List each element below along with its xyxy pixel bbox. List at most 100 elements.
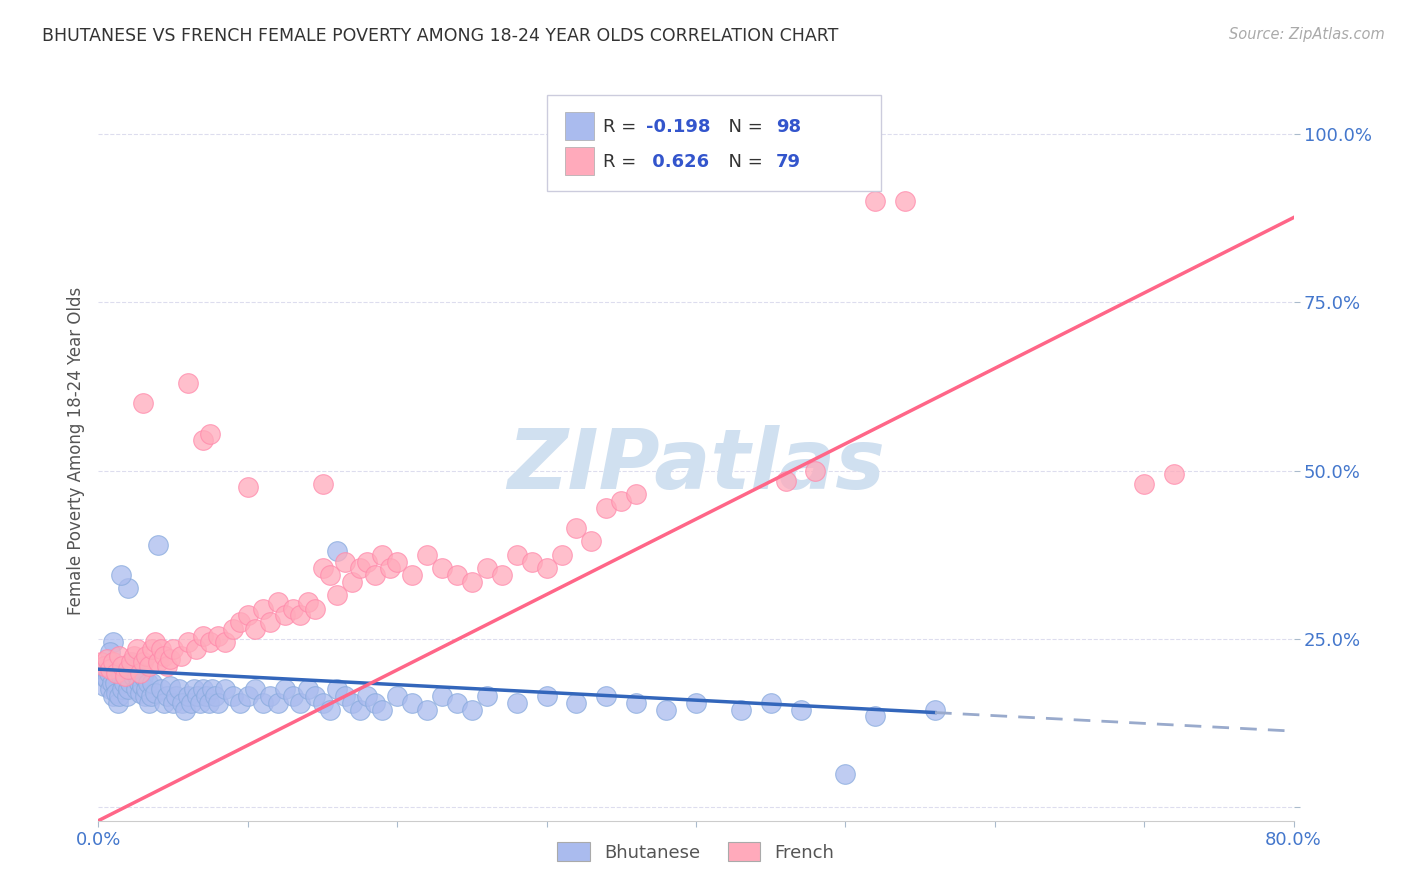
Point xyxy=(385,689,409,703)
Point xyxy=(148,656,170,670)
Point xyxy=(319,568,342,582)
Point xyxy=(371,703,394,717)
Point xyxy=(288,696,311,710)
Point xyxy=(326,588,349,602)
Point xyxy=(111,682,134,697)
Point xyxy=(475,561,498,575)
Point xyxy=(259,615,281,629)
Point xyxy=(139,689,162,703)
Point xyxy=(134,689,156,703)
Point xyxy=(103,689,125,703)
Point xyxy=(311,477,333,491)
Point xyxy=(371,548,394,562)
Point xyxy=(349,561,371,575)
Point xyxy=(132,396,155,410)
Point xyxy=(229,696,252,710)
Point xyxy=(333,554,356,569)
Point xyxy=(222,689,245,703)
Point xyxy=(91,669,114,683)
Point xyxy=(626,696,648,710)
Point xyxy=(96,673,118,687)
Point xyxy=(114,665,136,680)
Point xyxy=(536,561,558,575)
Point xyxy=(162,696,184,710)
Point xyxy=(200,635,222,649)
Point xyxy=(356,689,378,703)
Point xyxy=(894,194,917,209)
Point xyxy=(550,548,572,562)
Point xyxy=(378,561,401,575)
Point xyxy=(198,696,221,710)
Point xyxy=(107,696,129,710)
Point xyxy=(156,689,179,703)
Point xyxy=(685,696,707,710)
Point xyxy=(349,703,371,717)
Point xyxy=(311,561,333,575)
Point xyxy=(236,689,259,703)
Point xyxy=(105,686,128,700)
Point xyxy=(267,595,290,609)
Point xyxy=(105,665,128,680)
Point xyxy=(204,689,226,703)
Point xyxy=(110,568,132,582)
Point xyxy=(141,642,163,657)
Point xyxy=(326,544,349,558)
Point xyxy=(156,658,179,673)
Point xyxy=(342,574,364,589)
Point xyxy=(461,703,484,717)
Point xyxy=(129,665,152,680)
Text: BHUTANESE VS FRENCH FEMALE POVERTY AMONG 18-24 YEAR OLDS CORRELATION CHART: BHUTANESE VS FRENCH FEMALE POVERTY AMONG… xyxy=(42,27,838,45)
Point xyxy=(461,574,484,589)
Point xyxy=(165,689,187,703)
Point xyxy=(491,568,513,582)
Point xyxy=(401,568,423,582)
Point xyxy=(143,635,166,649)
Text: -0.198: -0.198 xyxy=(645,118,710,136)
Point xyxy=(252,601,274,615)
Text: R =: R = xyxy=(603,153,641,170)
Point xyxy=(385,554,409,569)
Point xyxy=(252,696,274,710)
Point xyxy=(281,601,304,615)
Point xyxy=(103,635,125,649)
Text: ZIPatlas: ZIPatlas xyxy=(508,425,884,506)
Point xyxy=(201,682,224,697)
Point xyxy=(117,682,139,697)
Point xyxy=(124,662,146,676)
Point xyxy=(98,662,122,676)
Point xyxy=(401,696,423,710)
Point xyxy=(98,682,122,697)
Point xyxy=(924,703,946,717)
Point xyxy=(177,376,200,391)
Point xyxy=(148,538,170,552)
Point xyxy=(136,675,159,690)
Point xyxy=(90,662,112,676)
Point xyxy=(124,648,146,663)
Point xyxy=(129,686,152,700)
Point xyxy=(153,696,176,710)
Point xyxy=(655,703,678,717)
Point xyxy=(174,703,197,717)
Point xyxy=(1163,467,1185,481)
Point xyxy=(121,669,143,683)
Point xyxy=(135,682,157,697)
Point xyxy=(120,656,142,670)
Point xyxy=(207,696,229,710)
Point xyxy=(118,675,141,690)
Point xyxy=(274,608,297,623)
Point xyxy=(101,675,124,690)
Point xyxy=(506,696,529,710)
Point xyxy=(117,582,139,596)
Point xyxy=(222,622,245,636)
Point xyxy=(191,434,214,448)
Point xyxy=(416,703,439,717)
Point xyxy=(162,642,184,657)
Point xyxy=(184,642,207,657)
Text: Source: ZipAtlas.com: Source: ZipAtlas.com xyxy=(1229,27,1385,42)
Point xyxy=(804,464,827,478)
Point xyxy=(1133,477,1156,491)
Y-axis label: Female Poverty Among 18-24 Year Olds: Female Poverty Among 18-24 Year Olds xyxy=(66,286,84,615)
Point xyxy=(131,679,153,693)
Point xyxy=(506,548,529,562)
Point xyxy=(128,675,150,690)
